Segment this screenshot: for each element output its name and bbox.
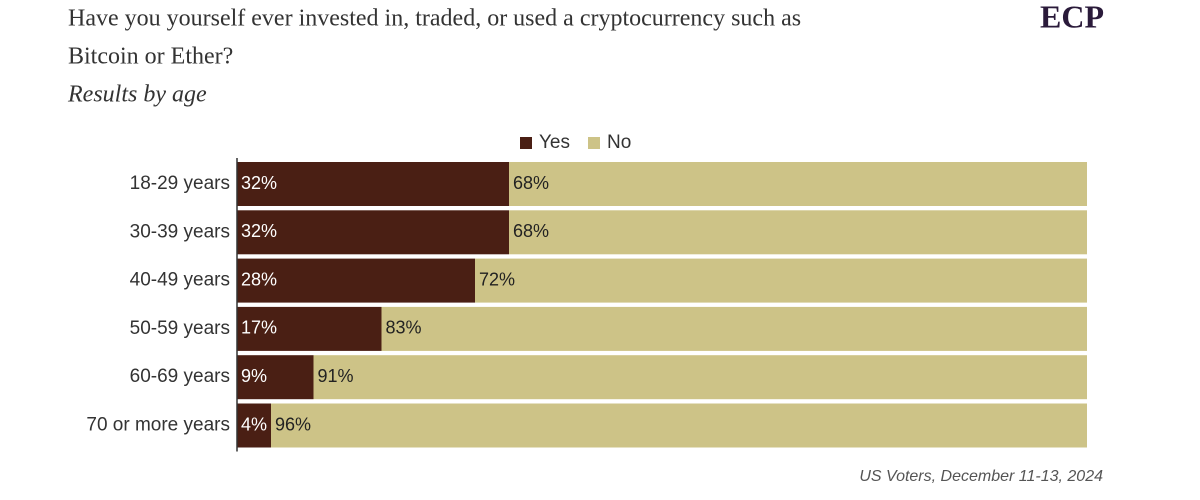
bar-segment (237, 210, 509, 255)
legend-label: Yes (539, 132, 570, 153)
legend-swatch (588, 137, 600, 149)
data-label: 96% (275, 414, 311, 434)
data-label: 68% (513, 173, 549, 193)
bar-segment (237, 258, 475, 303)
chart-title-line-2: Bitcoin or Ether? (68, 44, 233, 70)
legend-label: No (607, 132, 631, 153)
chart-title-line-1: Have you yourself ever invested in, trad… (68, 6, 801, 32)
bar-segment (237, 355, 314, 400)
bar-segment (271, 403, 1087, 448)
data-label: 17% (241, 318, 277, 338)
bar-segment (237, 162, 509, 206)
y-tick-label: 60-69 years (130, 366, 230, 387)
y-tick-label: 70 or more years (86, 415, 230, 436)
bar-segment (237, 306, 382, 351)
bar-segment (381, 306, 1087, 351)
data-label: 32% (241, 221, 277, 241)
data-label: 32% (241, 173, 277, 193)
data-label: 9% (241, 366, 267, 386)
y-tick-label: 50-59 years (130, 318, 230, 339)
bar-segment (313, 355, 1087, 400)
y-tick-label: 18-29 years (130, 173, 230, 194)
bar-segment (475, 258, 1087, 303)
legend: Yes No (520, 132, 631, 153)
data-label: 91% (318, 366, 354, 386)
data-label: 4% (241, 414, 267, 434)
data-label: 72% (479, 269, 515, 289)
source-note: US Voters, December 11-13, 2024 (859, 468, 1103, 485)
bar-segment (509, 162, 1087, 206)
chart-subtitle: Results by age (67, 82, 207, 108)
data-label: 28% (241, 269, 277, 289)
bar-segment (237, 403, 271, 448)
bar-segment (509, 210, 1087, 255)
y-tick-label: 30-39 years (130, 221, 230, 242)
data-label: 68% (513, 221, 549, 241)
y-tick-label: 40-49 years (130, 270, 230, 291)
legend-swatch (520, 137, 532, 149)
logo: ECP (1040, 0, 1104, 34)
data-label: 83% (386, 318, 422, 338)
